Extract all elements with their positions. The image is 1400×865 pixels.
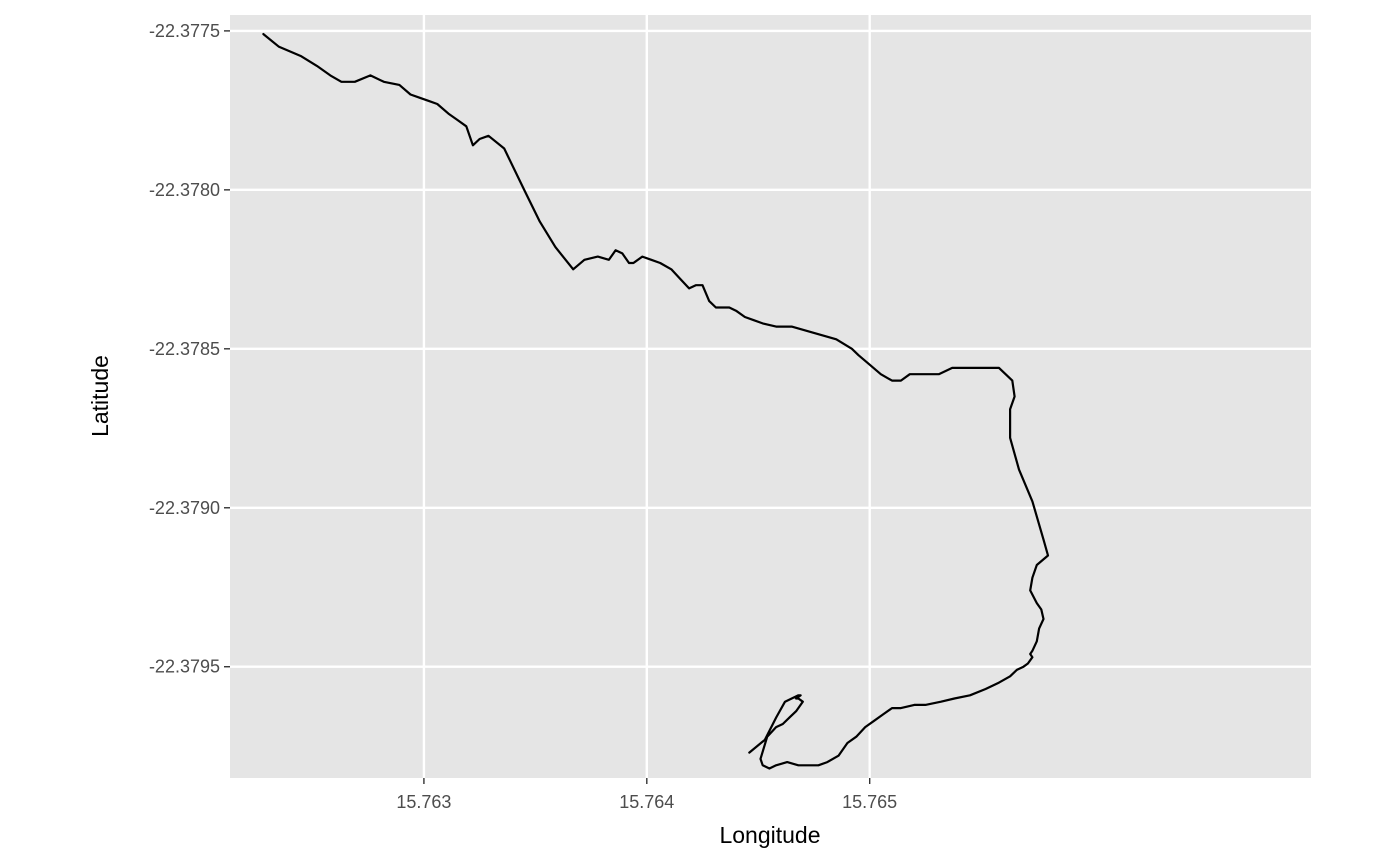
track-line [262,32,1050,770]
y-axis-title: Latitude [87,355,113,437]
y-tick-label: -22.3775 [149,21,220,41]
x-tick-label: 15.764 [619,792,674,812]
x-axis-ticks: 15.763 15.764 15.765 [396,778,897,812]
plot-panel [230,15,1311,778]
x-tick-label: 15.765 [842,792,897,812]
gridlines [230,15,1311,778]
series-layer [262,32,1050,770]
y-tick-label: -22.3790 [149,498,220,518]
x-axis-title: Longitude [719,822,820,848]
y-tick-label: -22.3785 [149,339,220,359]
x-tick-label: 15.763 [396,792,451,812]
y-tick-label: -22.3780 [149,180,220,200]
y-tick-label: -22.3795 [149,657,220,677]
y-axis-ticks: -22.3775 -22.3780 -22.3785 -22.3790 -22.3795 [149,21,230,677]
